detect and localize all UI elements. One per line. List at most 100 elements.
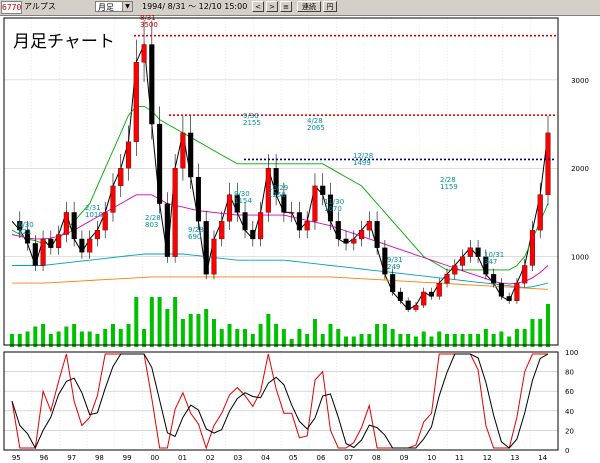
volume-bar (258, 324, 263, 347)
annotation-value: 690 (188, 233, 201, 241)
annotation-value: 1010 (85, 211, 103, 219)
candle-body (24, 229, 31, 244)
candle-body (537, 194, 543, 231)
candle-body (359, 229, 365, 240)
menu-button[interactable]: ≡ (280, 1, 292, 12)
chevron-down-icon[interactable]: ▼ (122, 2, 132, 11)
candle-body (94, 229, 100, 240)
volume-bar (103, 329, 108, 347)
candle-body (250, 229, 256, 240)
osc-tick-label: 0 (565, 447, 569, 455)
osc-k-line (11, 353, 548, 450)
volume-bar (33, 326, 38, 347)
volume-bar (499, 331, 504, 347)
candle-body (273, 168, 279, 195)
annotation-value: 2155 (243, 119, 261, 127)
prev-button[interactable]: < (252, 1, 264, 12)
candle-body (405, 300, 411, 310)
continuous-button[interactable]: 連続 (297, 1, 321, 12)
volume-bar (476, 334, 481, 347)
volume-bar (10, 334, 14, 347)
volume-bar (25, 331, 30, 347)
price-tick-label: 1000 (571, 254, 589, 262)
x-tick-label: 13 (510, 454, 519, 462)
volume-bar (274, 324, 279, 347)
volume-bar (281, 329, 286, 347)
candle-body (374, 221, 380, 248)
candle-body (87, 238, 93, 253)
osc-d-line (11, 353, 549, 450)
candle-body (475, 247, 481, 257)
volume-bar (110, 324, 115, 347)
x-tick-label: 98 (95, 454, 104, 462)
volume-bar (437, 331, 442, 347)
period-select[interactable]: 月足 ▼ (95, 1, 133, 12)
x-tick-label: 12 (483, 454, 492, 462)
candle-body (40, 238, 46, 266)
candle-body (71, 212, 77, 240)
volume-bar (468, 334, 473, 347)
volume-bar (367, 334, 372, 347)
candle-body (110, 185, 116, 213)
volume-bar (530, 319, 535, 347)
candle-body (444, 274, 450, 284)
yen-button[interactable]: 円 (323, 1, 337, 12)
candle-body (483, 256, 489, 275)
volume-bar (297, 329, 302, 347)
candle-body (289, 212, 295, 214)
candle-body (180, 132, 186, 169)
chart-title: 月足チャート (13, 32, 115, 52)
volume-bar (266, 314, 271, 347)
x-tick-label: 14 (538, 454, 547, 462)
osc-tick-label: 100 (565, 349, 578, 357)
next-button[interactable]: > (266, 1, 278, 12)
candle-body (258, 212, 264, 240)
series-ma-xlong (12, 276, 549, 290)
candle-body (397, 291, 403, 301)
candle-body (17, 221, 23, 231)
annotation-value: 1260 (268, 191, 286, 199)
x-tick-label: 01 (178, 454, 187, 462)
volume-bar (235, 329, 240, 347)
volume-bar (406, 334, 411, 347)
oscillator-panel-frame (3, 351, 559, 451)
volume-bar (87, 331, 92, 347)
candle-body (312, 185, 318, 222)
candle-body (281, 194, 287, 213)
candle-body (242, 212, 248, 231)
volume-bar (382, 324, 387, 347)
stock-code[interactable]: 6770 (1, 1, 22, 14)
candle-body (529, 229, 536, 266)
candle-body (506, 296, 512, 301)
volume-bar (538, 319, 543, 347)
volume-bar (219, 329, 224, 347)
toolbar: 6770 アルプス 月足 ▼ 1994/ 8/31 〜 12/10 15:00 … (0, 0, 600, 16)
candle-body (514, 282, 520, 301)
annotation-value: 2065 (307, 124, 325, 132)
candle-body (157, 123, 163, 204)
axes: 1000 2000 3000 100 80 60 40 20 0 95 96 97 98 99 00 01 02… (3, 17, 589, 462)
candle-body (296, 212, 302, 231)
candle-body (226, 194, 233, 222)
series-ma-mid (11, 194, 549, 285)
candle-body (63, 212, 69, 235)
candle-body (211, 238, 217, 275)
volume-bar (320, 334, 325, 347)
price-tick-label: 2000 (571, 165, 589, 173)
x-tick-label: 03 (233, 454, 242, 462)
candle-body (195, 176, 201, 222)
volume-bar (142, 329, 147, 347)
series-close (11, 42, 549, 311)
volume-bar (398, 334, 403, 347)
volume-bar (289, 339, 294, 347)
candle-body (522, 265, 528, 284)
series-ma-long (12, 253, 549, 289)
annotation-value: 3500 (140, 21, 158, 29)
candle-body (498, 282, 504, 297)
volume-bar (56, 331, 61, 347)
volume-bar (17, 334, 22, 347)
osc-tick-label: 40 (565, 408, 574, 416)
volume-bar (48, 334, 53, 347)
